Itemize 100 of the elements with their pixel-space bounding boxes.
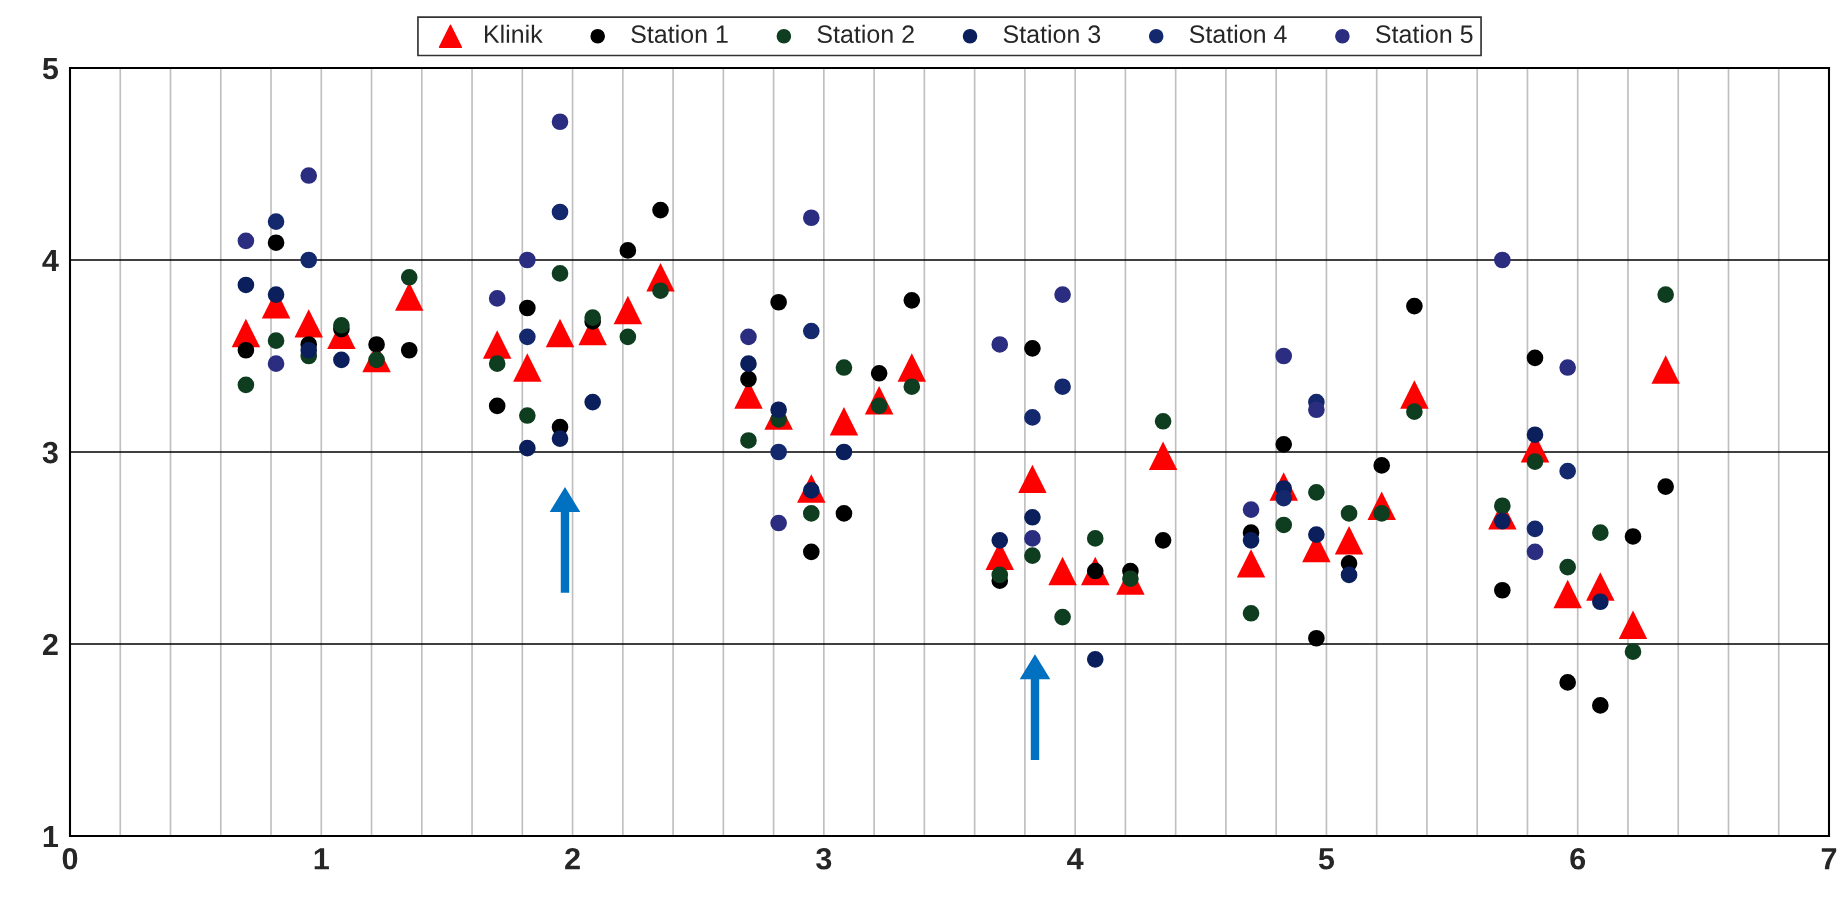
point bbox=[619, 328, 637, 346]
point bbox=[1340, 505, 1358, 522]
point bbox=[1624, 643, 1642, 660]
point bbox=[770, 514, 787, 532]
point bbox=[267, 286, 285, 303]
point bbox=[333, 316, 350, 334]
x-tick-label: 5 bbox=[1318, 848, 1335, 870]
x-tick-label: 7 bbox=[1821, 848, 1837, 870]
point bbox=[1526, 426, 1544, 444]
point bbox=[551, 265, 569, 282]
point bbox=[300, 341, 318, 359]
point bbox=[1054, 286, 1071, 303]
point bbox=[1308, 484, 1325, 501]
point bbox=[1275, 436, 1293, 453]
point bbox=[1592, 697, 1609, 714]
point bbox=[829, 407, 859, 436]
point bbox=[488, 355, 506, 372]
point bbox=[1526, 520, 1544, 538]
point bbox=[770, 293, 787, 311]
point bbox=[613, 295, 643, 325]
point bbox=[897, 353, 927, 382]
point bbox=[740, 328, 757, 346]
point bbox=[237, 232, 255, 250]
point bbox=[1334, 526, 1364, 555]
point bbox=[1024, 530, 1041, 547]
point bbox=[237, 341, 255, 359]
point bbox=[1054, 608, 1071, 626]
point bbox=[267, 332, 285, 349]
point bbox=[551, 113, 569, 131]
point bbox=[1526, 453, 1544, 470]
point bbox=[1275, 489, 1293, 507]
point bbox=[1154, 532, 1172, 549]
point bbox=[903, 292, 921, 309]
point bbox=[1308, 526, 1325, 543]
point bbox=[1242, 501, 1260, 518]
legend-label: Station 2 bbox=[817, 24, 914, 44]
point bbox=[1024, 547, 1041, 564]
point bbox=[1618, 610, 1648, 640]
point bbox=[991, 532, 1009, 549]
point bbox=[513, 353, 542, 382]
x-tick-label: 1 bbox=[314, 848, 329, 870]
point bbox=[300, 167, 318, 184]
point bbox=[584, 393, 601, 411]
point bbox=[1242, 604, 1260, 622]
point bbox=[1024, 340, 1041, 357]
point bbox=[870, 364, 888, 382]
point bbox=[652, 282, 669, 300]
point bbox=[551, 430, 569, 447]
point bbox=[1553, 579, 1582, 609]
point bbox=[1154, 412, 1172, 430]
point bbox=[1406, 297, 1423, 315]
point bbox=[267, 213, 285, 230]
point bbox=[267, 234, 285, 252]
point bbox=[482, 330, 512, 359]
y-tick-label: 1 bbox=[43, 826, 59, 848]
point bbox=[488, 290, 506, 307]
point bbox=[1236, 549, 1266, 578]
point bbox=[802, 322, 820, 340]
point bbox=[1657, 478, 1674, 495]
point bbox=[903, 378, 921, 396]
point bbox=[1308, 401, 1325, 419]
point bbox=[1275, 516, 1293, 534]
point bbox=[835, 505, 853, 522]
point bbox=[802, 209, 820, 227]
point bbox=[519, 299, 536, 317]
point bbox=[740, 432, 757, 449]
point bbox=[1024, 508, 1041, 526]
point bbox=[584, 309, 601, 326]
point bbox=[1024, 409, 1041, 426]
x-tick-label: 4 bbox=[1067, 848, 1084, 870]
point bbox=[237, 376, 255, 394]
x-tick-label: 6 bbox=[1570, 847, 1586, 870]
point bbox=[1086, 530, 1104, 547]
point bbox=[1494, 581, 1511, 599]
y-tick-label: 5 bbox=[42, 58, 59, 80]
point bbox=[267, 355, 285, 372]
point bbox=[545, 318, 575, 348]
point bbox=[1494, 251, 1511, 269]
point bbox=[333, 351, 350, 369]
point bbox=[400, 341, 418, 359]
point bbox=[519, 407, 536, 424]
point bbox=[488, 397, 506, 415]
point bbox=[835, 443, 853, 461]
point bbox=[1048, 556, 1077, 586]
point bbox=[294, 309, 323, 338]
point bbox=[1651, 355, 1680, 384]
point bbox=[551, 203, 569, 221]
point bbox=[1054, 378, 1071, 396]
point bbox=[395, 282, 424, 311]
legend-label: Station 5 bbox=[1376, 24, 1473, 44]
x-tick-label: 2 bbox=[565, 847, 580, 870]
point bbox=[1494, 512, 1511, 530]
point bbox=[1122, 570, 1139, 588]
point bbox=[400, 268, 418, 286]
point bbox=[1526, 349, 1544, 367]
point bbox=[1559, 674, 1576, 691]
point bbox=[1526, 543, 1544, 561]
point bbox=[770, 443, 787, 461]
point bbox=[1657, 286, 1674, 303]
point bbox=[802, 543, 820, 561]
